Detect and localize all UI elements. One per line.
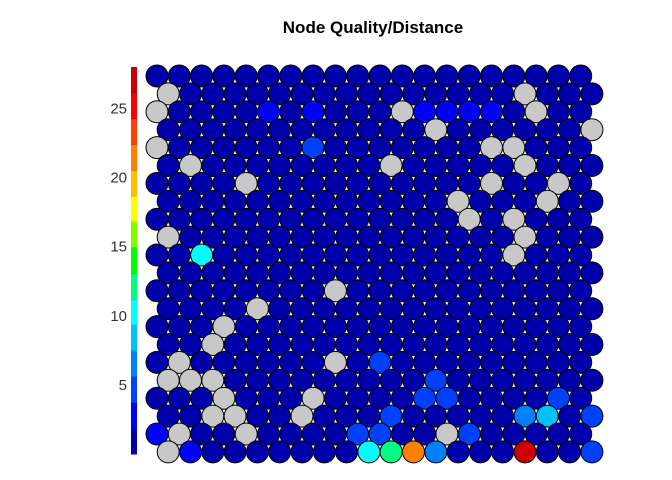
colorbar-segment bbox=[131, 221, 137, 249]
colorbar-tick-label: 25 bbox=[110, 100, 127, 117]
node-circle bbox=[569, 64, 593, 88]
colorbar-segment bbox=[131, 299, 137, 326]
node-circle bbox=[569, 100, 593, 124]
colorbar-segment bbox=[131, 144, 137, 171]
colorbar-segment bbox=[131, 402, 137, 429]
node-circle bbox=[580, 333, 604, 356]
colorbar-tick-label: 10 bbox=[110, 308, 127, 325]
chart-title: Node Quality/Distance bbox=[283, 18, 463, 37]
node-circle bbox=[424, 440, 448, 464]
colorbar-segment bbox=[131, 67, 137, 94]
node-circle bbox=[569, 279, 593, 303]
colorbar-segment bbox=[131, 196, 137, 223]
node-circle bbox=[357, 440, 381, 464]
node-circle bbox=[580, 368, 604, 392]
colorbar-tick-label: 15 bbox=[110, 239, 127, 256]
node-circle bbox=[535, 440, 559, 464]
colorbar-segment bbox=[131, 325, 137, 352]
node-circle bbox=[580, 261, 604, 285]
node-circle bbox=[446, 440, 470, 464]
node-circle bbox=[580, 82, 604, 106]
colorbar-tick-label: 20 bbox=[110, 170, 127, 187]
node-circle bbox=[580, 118, 604, 142]
node-circle bbox=[558, 440, 582, 464]
node-circle bbox=[569, 422, 593, 446]
node-circle bbox=[569, 136, 593, 160]
colorbar-segment bbox=[131, 350, 137, 378]
node-circle bbox=[468, 440, 492, 464]
node-circle bbox=[223, 440, 247, 464]
node-circle bbox=[290, 440, 314, 464]
node-circle bbox=[402, 440, 425, 464]
node-circle bbox=[268, 440, 292, 464]
node-circle bbox=[580, 154, 604, 177]
colorbar-segment bbox=[131, 247, 137, 274]
node-circle bbox=[569, 350, 593, 374]
node-circle bbox=[580, 404, 604, 428]
colorbar-segment bbox=[131, 92, 137, 120]
colorbar-segment bbox=[131, 428, 137, 455]
colorbar: 5 10 15 20 25 bbox=[110, 67, 137, 455]
node-circle bbox=[569, 243, 593, 267]
node-circle bbox=[569, 171, 593, 195]
node-grid bbox=[145, 64, 604, 464]
node-circle bbox=[245, 440, 269, 464]
node-circle bbox=[513, 440, 537, 464]
node-circle bbox=[179, 440, 202, 464]
node-circle bbox=[491, 440, 515, 464]
node-circle bbox=[569, 315, 593, 339]
node-circle bbox=[379, 440, 403, 464]
node-circle bbox=[569, 207, 593, 231]
colorbar-segment bbox=[131, 170, 137, 197]
colorbar-segment bbox=[131, 273, 137, 300]
node-circle bbox=[580, 189, 604, 213]
node-circle bbox=[580, 440, 604, 464]
node-circle bbox=[156, 440, 180, 464]
node-circle bbox=[580, 225, 604, 249]
colorbar-tick-label: 5 bbox=[119, 377, 127, 394]
colorbar-segment bbox=[131, 118, 137, 145]
node-circle bbox=[580, 297, 604, 321]
node-circle bbox=[335, 440, 359, 464]
node-circle bbox=[312, 440, 336, 464]
node-circle bbox=[569, 386, 593, 410]
colorbar-segment bbox=[131, 376, 137, 403]
node-circle bbox=[201, 440, 225, 464]
